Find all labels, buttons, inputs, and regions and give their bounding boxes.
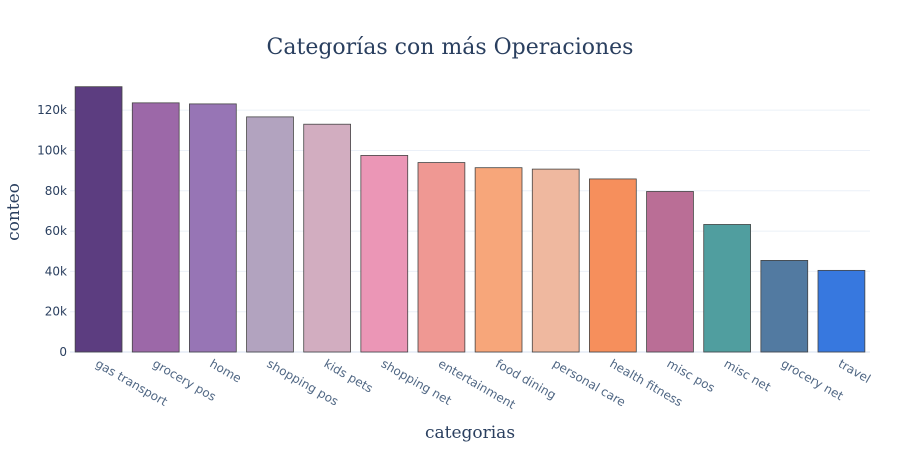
- bars: [74, 86, 866, 353]
- bar-shopping-pos[interactable]: [246, 116, 294, 353]
- y-tick-label: 20k: [45, 305, 67, 319]
- bar-grocery-pos[interactable]: [131, 102, 180, 353]
- bar-health-fitness[interactable]: [589, 178, 637, 353]
- bar-travel[interactable]: [817, 269, 866, 353]
- bar-shopping-net[interactable]: [360, 155, 409, 353]
- y-axis: 0 20k 40k 60k 80k 100k 120k: [37, 103, 67, 359]
- bar-misc-pos[interactable]: [646, 191, 694, 353]
- bar-misc-net[interactable]: [703, 224, 751, 353]
- bar-kids-pets[interactable]: [303, 123, 351, 353]
- bar-home[interactable]: [189, 103, 237, 353]
- bar-personal-care[interactable]: [531, 168, 580, 353]
- bar-gas-transport[interactable]: [74, 86, 123, 353]
- x-tick-label: home: [207, 356, 243, 385]
- y-axis-title: conteo: [4, 183, 24, 241]
- chart-title: Categorías con más Operaciones: [267, 35, 634, 60]
- x-axis-title: categorias: [425, 423, 515, 443]
- y-tick-label: 40k: [45, 264, 67, 278]
- y-tick-label: 100k: [37, 143, 67, 157]
- x-tick-label: travel: [836, 356, 873, 386]
- bar-entertainment[interactable]: [417, 162, 466, 353]
- y-tick-label: 0: [59, 345, 67, 359]
- y-tick-label: 120k: [37, 103, 67, 117]
- bar-food-dining[interactable]: [474, 167, 523, 353]
- x-tick-label: misc net: [722, 356, 774, 394]
- y-tick-label: 60k: [45, 224, 67, 238]
- y-tick-label: 80k: [45, 184, 67, 198]
- x-tick-label: grocery net: [779, 356, 846, 403]
- bar-grocery-net[interactable]: [760, 260, 809, 353]
